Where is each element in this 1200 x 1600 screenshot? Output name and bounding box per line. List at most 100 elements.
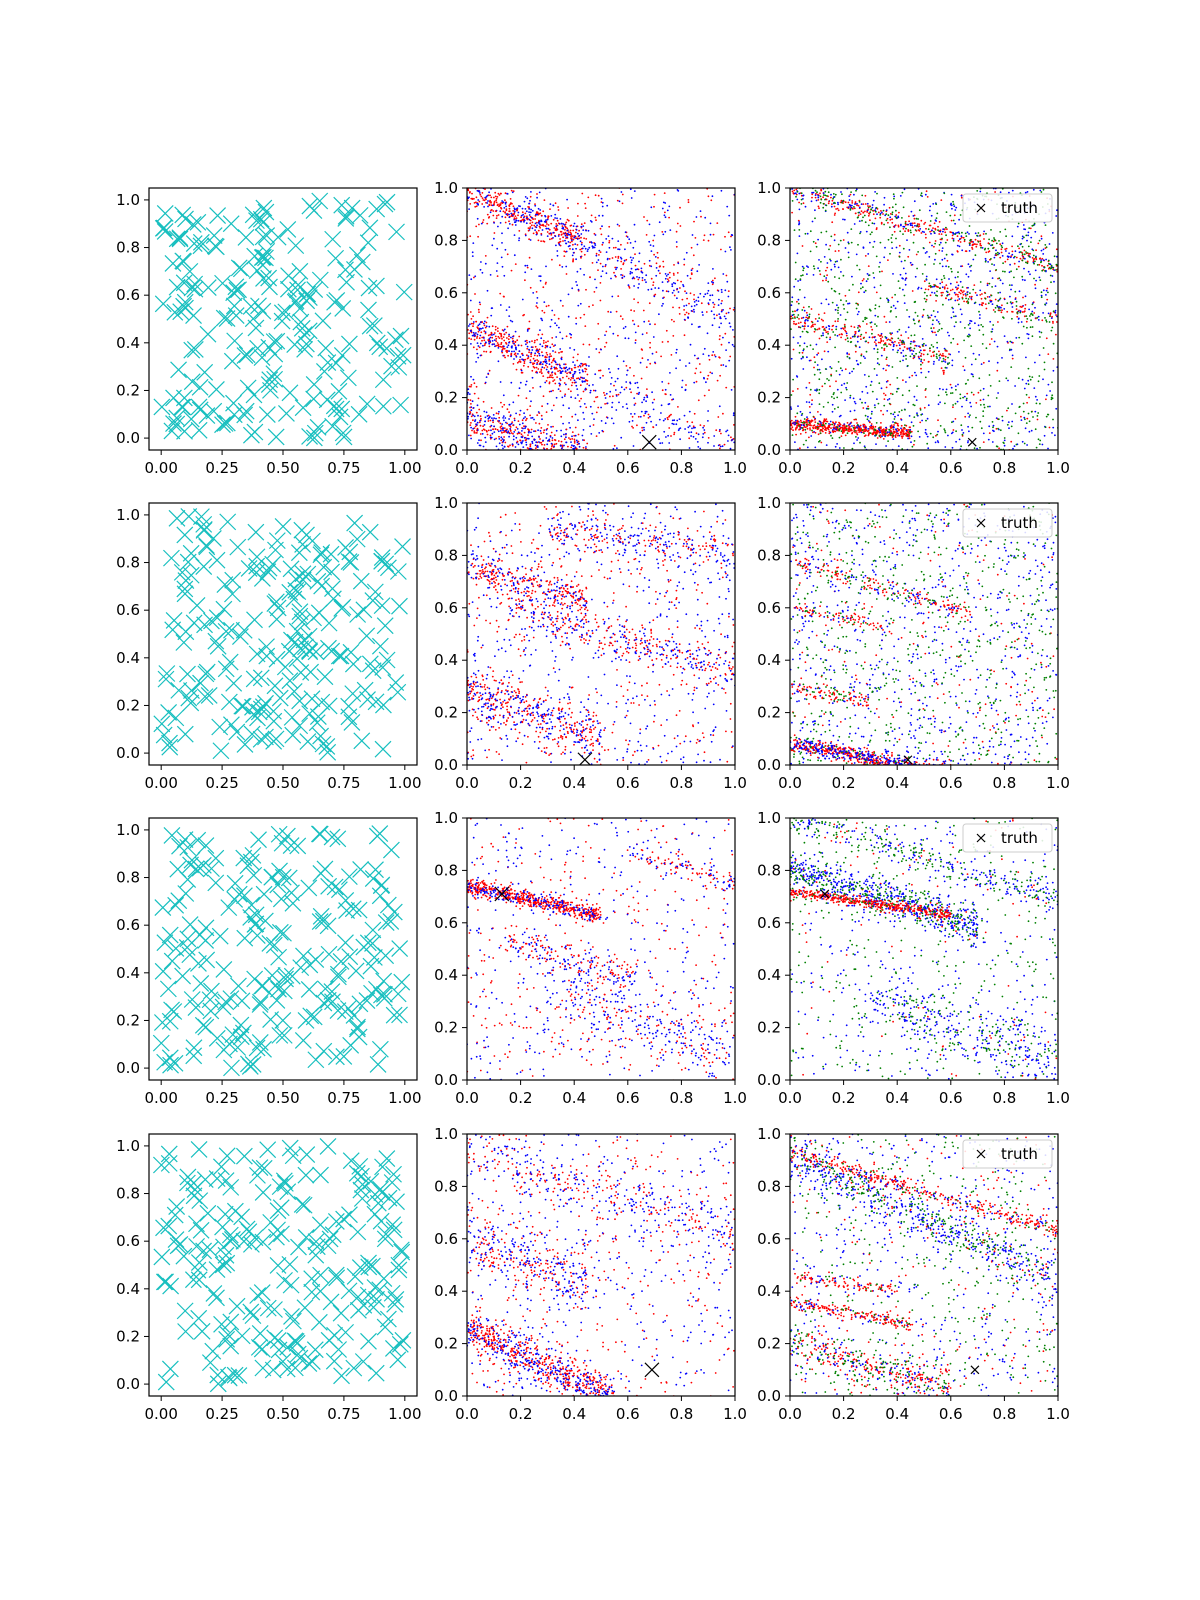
sample-point-green: [1044, 303, 1046, 306]
sample-point-blue: [496, 247, 499, 250]
sample-point-red: [493, 196, 495, 199]
sample-point-blue: [1007, 379, 1009, 382]
sample-point-blue: [632, 445, 635, 447]
sample-point-blue: [910, 421, 913, 424]
sample-point-red: [598, 254, 600, 256]
sample-point-blue: [581, 369, 584, 371]
sample-point-blue: [488, 325, 491, 328]
sample-point-blue: [982, 398, 985, 401]
sample-point-red: [520, 344, 523, 347]
sample-point-red: [571, 381, 574, 384]
sample-point-blue: [827, 303, 830, 306]
sample-point-blue: [575, 281, 577, 283]
sample-point-blue: [536, 213, 539, 216]
sample-point-blue: [544, 361, 547, 364]
sample-point-blue: [472, 321, 475, 323]
sample-point-green: [845, 300, 848, 302]
sample-marker: [324, 417, 342, 435]
sample-point-red: [553, 455, 555, 457]
sample-point-green: [833, 392, 835, 394]
sample-point-red: [470, 415, 473, 418]
sample-point-blue: [522, 440, 524, 442]
sample-point-blue: [491, 244, 494, 247]
sample-point-red: [552, 380, 554, 382]
sample-point-red: [538, 225, 541, 228]
sample-point-red: [529, 405, 532, 407]
sample-point-red: [547, 224, 550, 226]
sample-point-red: [540, 414, 543, 417]
sample-point-blue: [649, 415, 651, 418]
sample-point-red: [646, 219, 649, 222]
sample-point-red: [1011, 250, 1014, 253]
sample-point-green: [945, 391, 947, 394]
sample-point-red: [851, 200, 854, 202]
sample-point-green: [791, 310, 794, 313]
sample-point-green: [925, 419, 927, 422]
sample-point-red: [633, 310, 636, 312]
sample-point-red: [1010, 255, 1013, 257]
sample-point-red: [877, 211, 880, 214]
sample-point-red: [513, 353, 516, 356]
sample-point-blue: [573, 444, 575, 447]
sample-point-blue: [937, 430, 939, 433]
sample-point-blue: [1045, 394, 1048, 397]
sample-point-red: [573, 434, 576, 437]
sample-point-blue: [1008, 427, 1010, 430]
sample-point-green: [1047, 413, 1050, 416]
sample-point-red: [875, 291, 878, 294]
sample-point-green: [1010, 270, 1012, 273]
sample-point-red: [499, 426, 502, 428]
sample-point-blue: [728, 214, 731, 217]
sample-point-red: [885, 369, 887, 372]
sample-point-blue: [550, 426, 552, 428]
sample-point-red: [702, 467, 704, 469]
sample-point-blue: [892, 348, 894, 351]
sample-point-red: [834, 250, 837, 253]
sample-point-blue: [530, 268, 533, 270]
sample-point-blue: [564, 451, 566, 453]
sample-marker: [331, 408, 349, 426]
sample-point-green: [964, 232, 967, 235]
sample-point-blue: [819, 413, 822, 416]
sample-point-red: [548, 360, 551, 362]
sample-point-red: [475, 196, 478, 199]
sample-point-blue: [677, 429, 680, 432]
sample-point-blue: [658, 438, 660, 441]
sample-point-green: [1025, 251, 1027, 253]
sample-point-red: [475, 411, 478, 414]
sample-point-green: [926, 314, 929, 317]
sample-point-blue: [555, 429, 558, 432]
sample-point-green: [1031, 326, 1034, 328]
sample-point-blue: [855, 359, 858, 362]
sample-point-red: [592, 304, 594, 306]
sample-point-blue: [969, 319, 972, 322]
sample-point-blue: [513, 342, 515, 345]
sample-point-blue: [568, 367, 571, 370]
sample-point-red: [576, 215, 579, 217]
sample-point-red: [550, 222, 553, 225]
sample-point-green: [974, 358, 977, 361]
sample-point-red: [508, 207, 511, 210]
sample-point-green: [916, 385, 918, 387]
sample-point-blue: [945, 388, 948, 391]
sample-point-blue: [921, 230, 924, 233]
sample-point-green: [996, 251, 999, 254]
sample-point-red: [516, 440, 519, 443]
sample-point-blue: [817, 238, 819, 241]
x-tick-label: 0.50: [266, 459, 299, 477]
sample-point-red: [531, 369, 534, 372]
sample-marker: [294, 399, 312, 417]
sample-point-red: [911, 226, 914, 229]
sample-point-blue: [598, 214, 600, 217]
sample-point-green: [895, 316, 898, 318]
sample-point-blue: [1038, 276, 1041, 279]
sample-point-blue: [538, 352, 540, 355]
sample-point-red: [559, 455, 561, 457]
sample-point-red: [466, 182, 468, 184]
sample-point-blue: [515, 347, 517, 350]
sample-point-blue: [470, 278, 473, 281]
sample-point-red: [570, 446, 573, 449]
sample-point-blue: [806, 232, 809, 235]
sample-point-green: [940, 278, 943, 281]
sample-marker: [237, 229, 255, 246]
